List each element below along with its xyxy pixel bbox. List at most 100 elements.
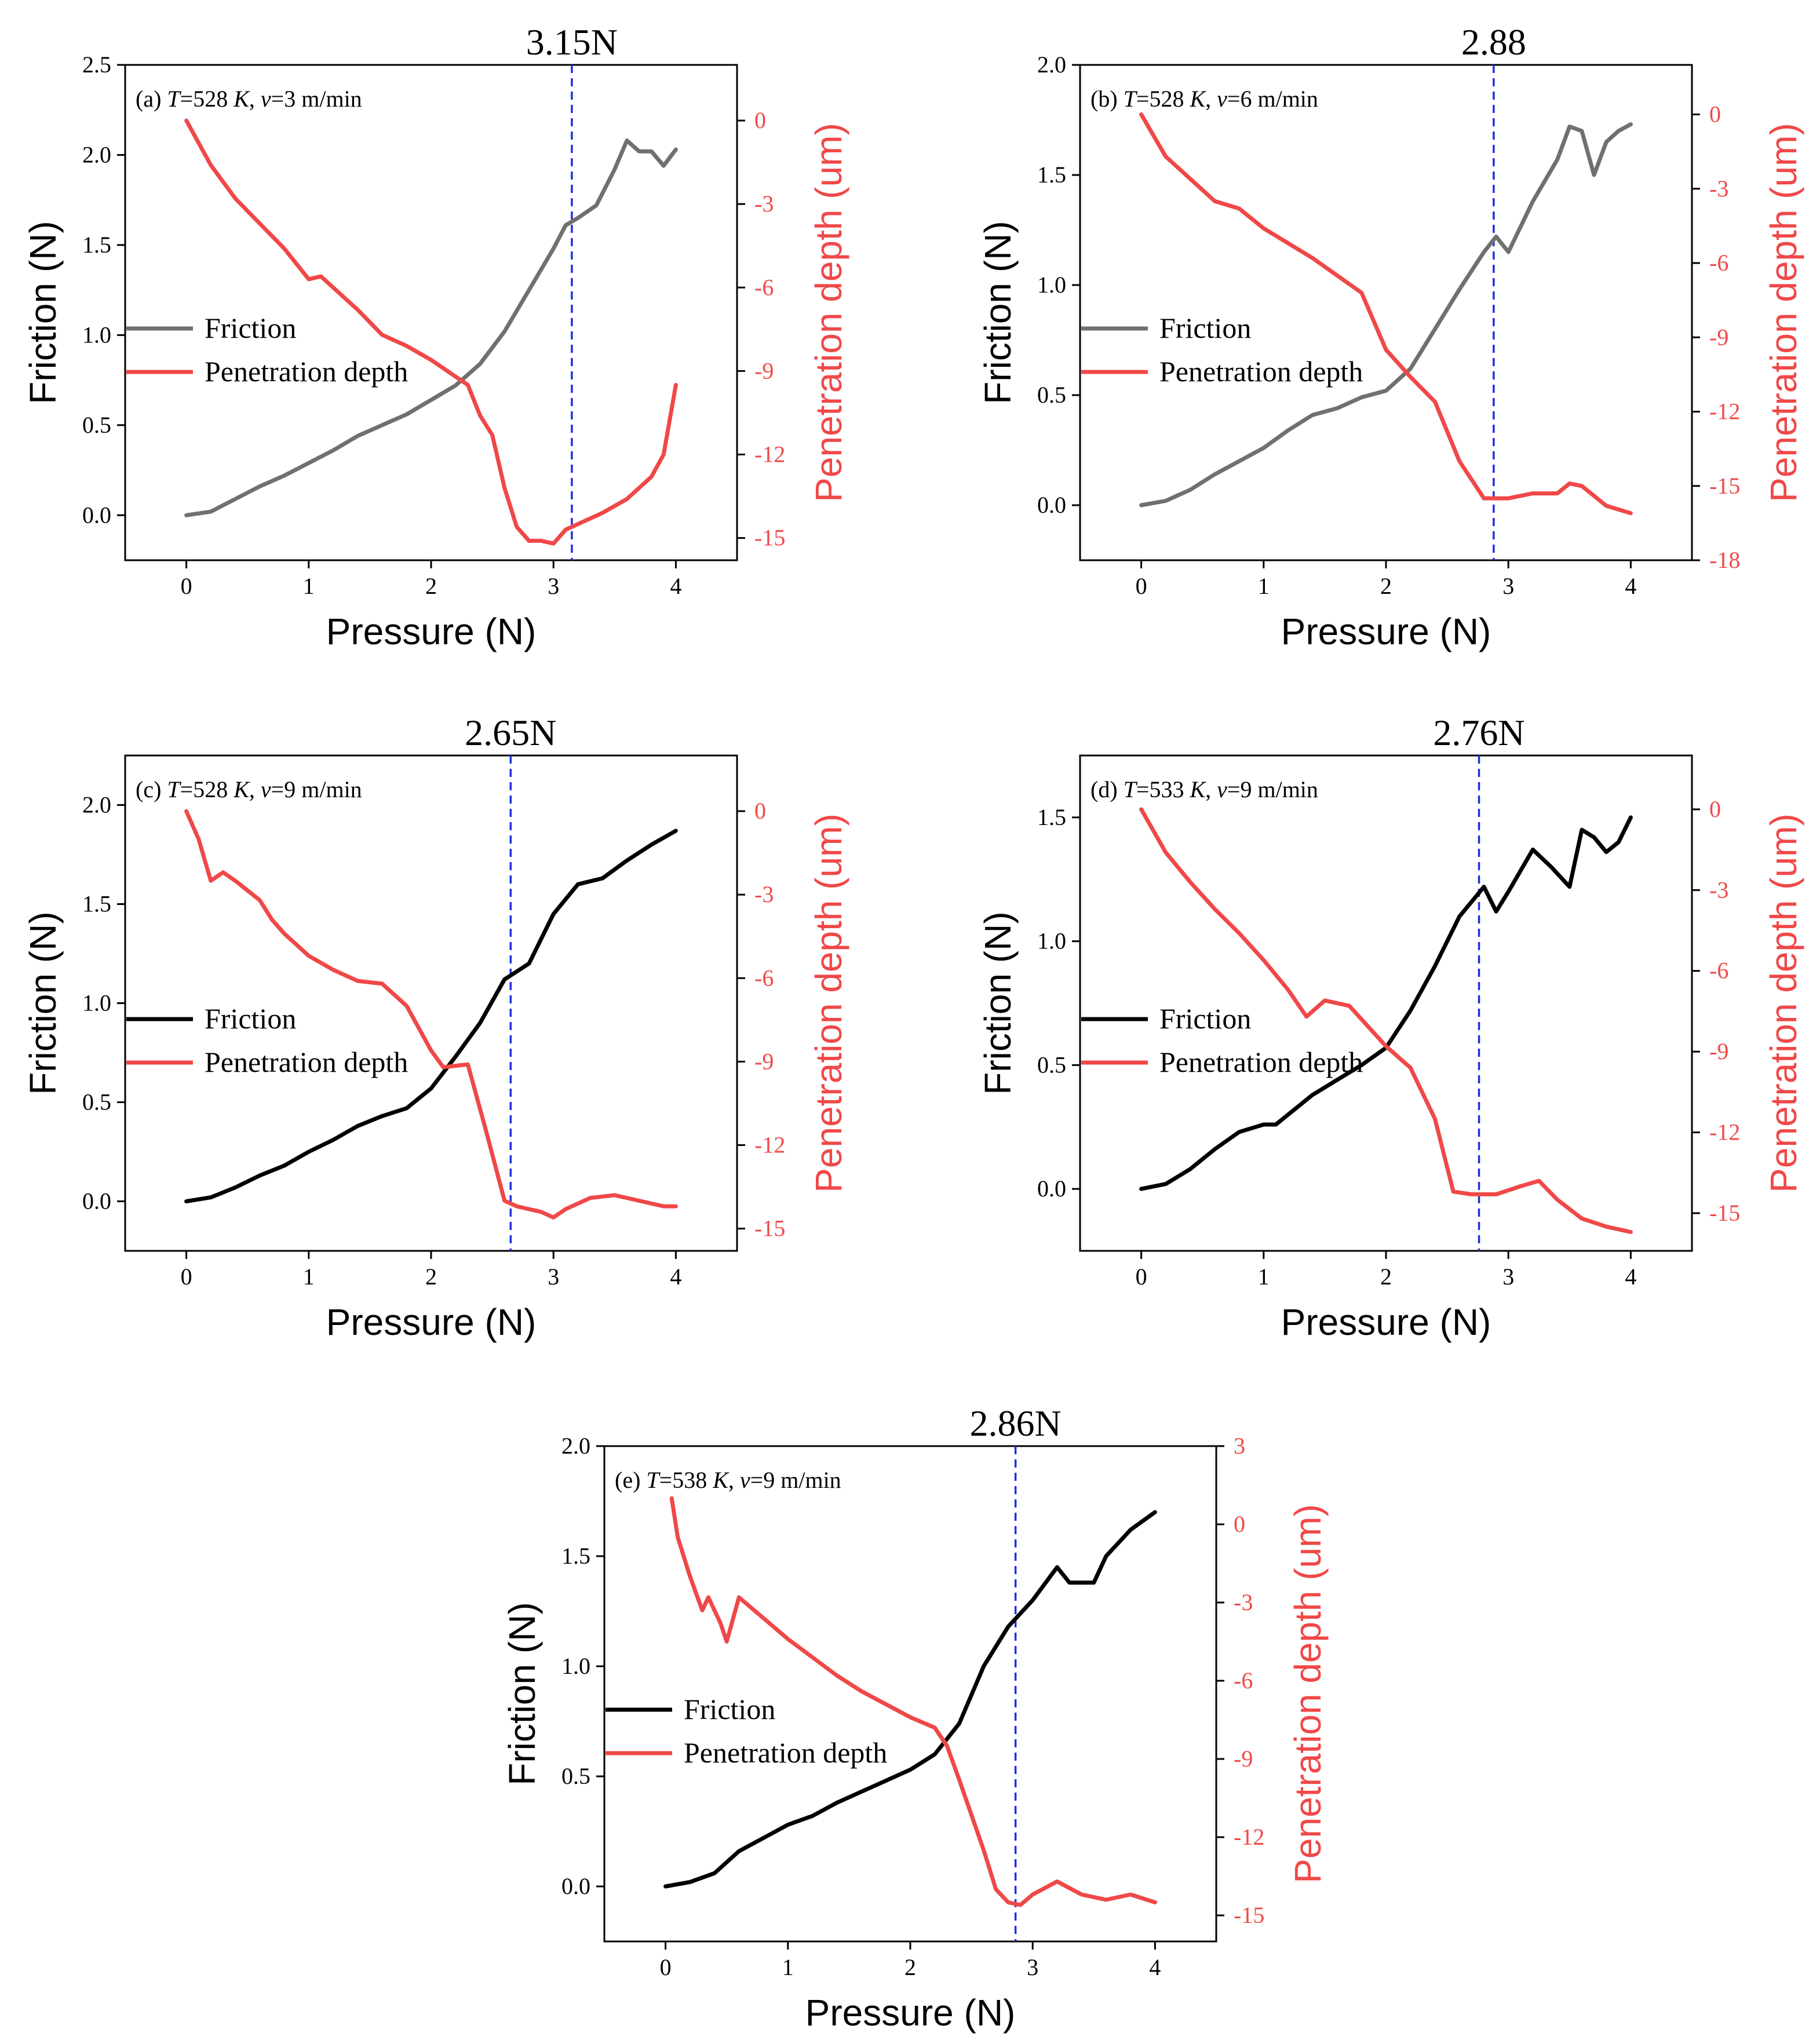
- temperature-value: =533: [1136, 776, 1190, 802]
- penetration-series-line: [184, 118, 678, 546]
- x-tick-label: 4: [670, 1264, 681, 1290]
- y-tick-label: 1.5: [82, 232, 111, 258]
- y2-tick-label: -3: [754, 881, 774, 907]
- x-tick-label: 3: [1502, 573, 1514, 599]
- legend-friction-label: Friction: [684, 1693, 775, 1725]
- x-tick-label: 0: [181, 573, 192, 599]
- x-tick-label: 0: [181, 1264, 192, 1290]
- y2-axis-title: Penetration depth (um): [1763, 123, 1804, 502]
- x-tick-label: 1: [303, 573, 315, 599]
- x-tick-label: 2: [1380, 1264, 1392, 1290]
- x-tick-label: 2: [425, 1264, 437, 1290]
- velocity-value: =9 m/min: [1227, 776, 1318, 802]
- x-tick-label: 3: [548, 573, 559, 599]
- legend-penetration-label: Penetration depth: [1159, 1046, 1363, 1078]
- x-tick-label: 4: [1625, 1264, 1636, 1290]
- y2-tick-label: -3: [1709, 877, 1728, 903]
- velocity-symbol: v: [1217, 776, 1227, 802]
- velocity-value: =9 m/min: [750, 1467, 841, 1493]
- velocity-symbol: v: [261, 86, 271, 112]
- velocity-value: =3 m/min: [271, 86, 362, 112]
- temperature-symbol: T: [1124, 86, 1138, 112]
- panel-title: 2.86N: [970, 1403, 1062, 1444]
- panel-annotation: (d) T=533 K, v=9 m/min: [1090, 776, 1318, 802]
- panel-annotation: (b) T=528 K, v=6 m/min: [1090, 86, 1318, 112]
- panel-label: (a): [136, 86, 161, 112]
- legend-friction-label: Friction: [1159, 312, 1251, 344]
- y-tick-label: 2.0: [1037, 52, 1066, 78]
- panel-title: 2.88: [1461, 21, 1526, 63]
- panel-d: 0 1 2 3 4 0.0 0.5 1.0 1.5 0 -3 -6 -9 -12 -15 Pressure (…: [977, 712, 1804, 1343]
- temperature-symbol: T: [646, 1467, 661, 1493]
- y-tick-label: 1.5: [82, 891, 111, 917]
- annotation-separator: ,: [1205, 776, 1217, 802]
- y2-tick-label: 0: [1234, 1511, 1245, 1537]
- y-tick-label: 1.0: [1037, 272, 1066, 298]
- temperature-value: =528: [1136, 86, 1190, 112]
- panel-label: (d): [1090, 776, 1118, 802]
- y-tick-label: 0.5: [82, 412, 111, 438]
- y2-axis-title: Penetration depth (um): [808, 813, 849, 1193]
- velocity-symbol: v: [740, 1467, 750, 1493]
- y2-tick-label: -3: [1709, 176, 1728, 202]
- y2-tick-label: -9: [1709, 1038, 1728, 1064]
- friction-series-line: [1139, 815, 1633, 1191]
- velocity-value: =6 m/min: [1227, 86, 1318, 112]
- x-tick-label: 4: [670, 573, 681, 599]
- y2-tick-label: -15: [1709, 473, 1740, 499]
- panel-label: (b): [1090, 86, 1118, 112]
- panel-title: 2.76N: [1433, 712, 1524, 753]
- legend-friction-label: Friction: [205, 312, 296, 344]
- y-tick-label: 1.5: [561, 1543, 590, 1569]
- panel-b: 0 1 2 3 4 0.0 0.5 1.0 1.5 2.0 0 -3 -6 -9 -12 -15 -18 Pres…: [977, 21, 1804, 652]
- penetration-series-line: [184, 809, 678, 1220]
- legend-penetration-label: Penetration depth: [1159, 355, 1363, 388]
- y2-tick-label: -12: [754, 441, 785, 467]
- y2-tick-label: 0: [754, 107, 766, 133]
- legend-penetration-label: Penetration depth: [684, 1736, 887, 1769]
- y2-tick-label: -9: [754, 357, 774, 384]
- annotation-separator: ,: [249, 86, 261, 112]
- x-tick-label: 0: [1136, 1264, 1147, 1290]
- x-tick-label: 2: [1380, 573, 1392, 599]
- x-tick-label: 0: [1136, 573, 1147, 599]
- y2-tick-label: -15: [1234, 1902, 1264, 1928]
- friction-series-line: [1139, 122, 1633, 508]
- x-tick-label: 2: [425, 573, 437, 599]
- y2-tick-label: -9: [754, 1048, 774, 1074]
- y-tick-label: 2.0: [82, 141, 111, 167]
- legend-penetration-label: Penetration depth: [205, 355, 408, 388]
- y-tick-label: 0.5: [1037, 1052, 1066, 1078]
- panel-label: (c): [136, 776, 161, 802]
- x-axis-title: Pressure (N): [1281, 611, 1491, 652]
- x-tick-label: 1: [303, 1264, 315, 1290]
- panel-c: 0 1 2 3 4 0.0 0.5 1.0 1.5 2.0 0 -3 -6 -9 -12 -15 Pressur…: [22, 712, 849, 1343]
- y-tick-label: 0.0: [82, 1188, 111, 1214]
- y2-tick-label: -6: [754, 965, 774, 991]
- x-tick-label: 3: [1502, 1264, 1514, 1290]
- penetration-series-line: [1139, 807, 1633, 1234]
- annotation-separator: ,: [1205, 86, 1217, 112]
- y2-tick-label: 0: [1709, 101, 1721, 127]
- y2-tick-label: -9: [1234, 1746, 1253, 1772]
- panel-e: 0 1 2 3 4 0.0 0.5 1.0 1.5 2.0 3 0 -3 -6 -9 -12 -15 Pressu…: [501, 1403, 1329, 2034]
- y2-tick-label: -3: [1234, 1589, 1253, 1615]
- x-axis-title: Pressure (N): [805, 1992, 1016, 2034]
- y2-axis-title: Penetration depth (um): [1763, 813, 1804, 1193]
- temperature-value: =528: [180, 776, 234, 802]
- y2-tick-label: -6: [1709, 250, 1728, 276]
- y2-tick-label: -12: [1709, 399, 1740, 425]
- panel-title: 2.65N: [465, 712, 556, 753]
- y2-tick-label: -6: [754, 274, 774, 300]
- velocity-value: =9 m/min: [271, 776, 362, 802]
- y-tick-label: 1.0: [1037, 928, 1066, 954]
- velocity-symbol: v: [261, 776, 271, 802]
- y2-axis-title: Penetration depth (um): [1287, 1504, 1329, 1884]
- y2-tick-label: -15: [1709, 1200, 1740, 1226]
- temperature-value: =528: [180, 86, 234, 112]
- y2-tick-label: -12: [1709, 1119, 1740, 1145]
- panel-label: (e): [615, 1467, 640, 1493]
- y2-tick-label: 0: [1709, 796, 1721, 822]
- y-tick-label: 1.0: [561, 1653, 590, 1679]
